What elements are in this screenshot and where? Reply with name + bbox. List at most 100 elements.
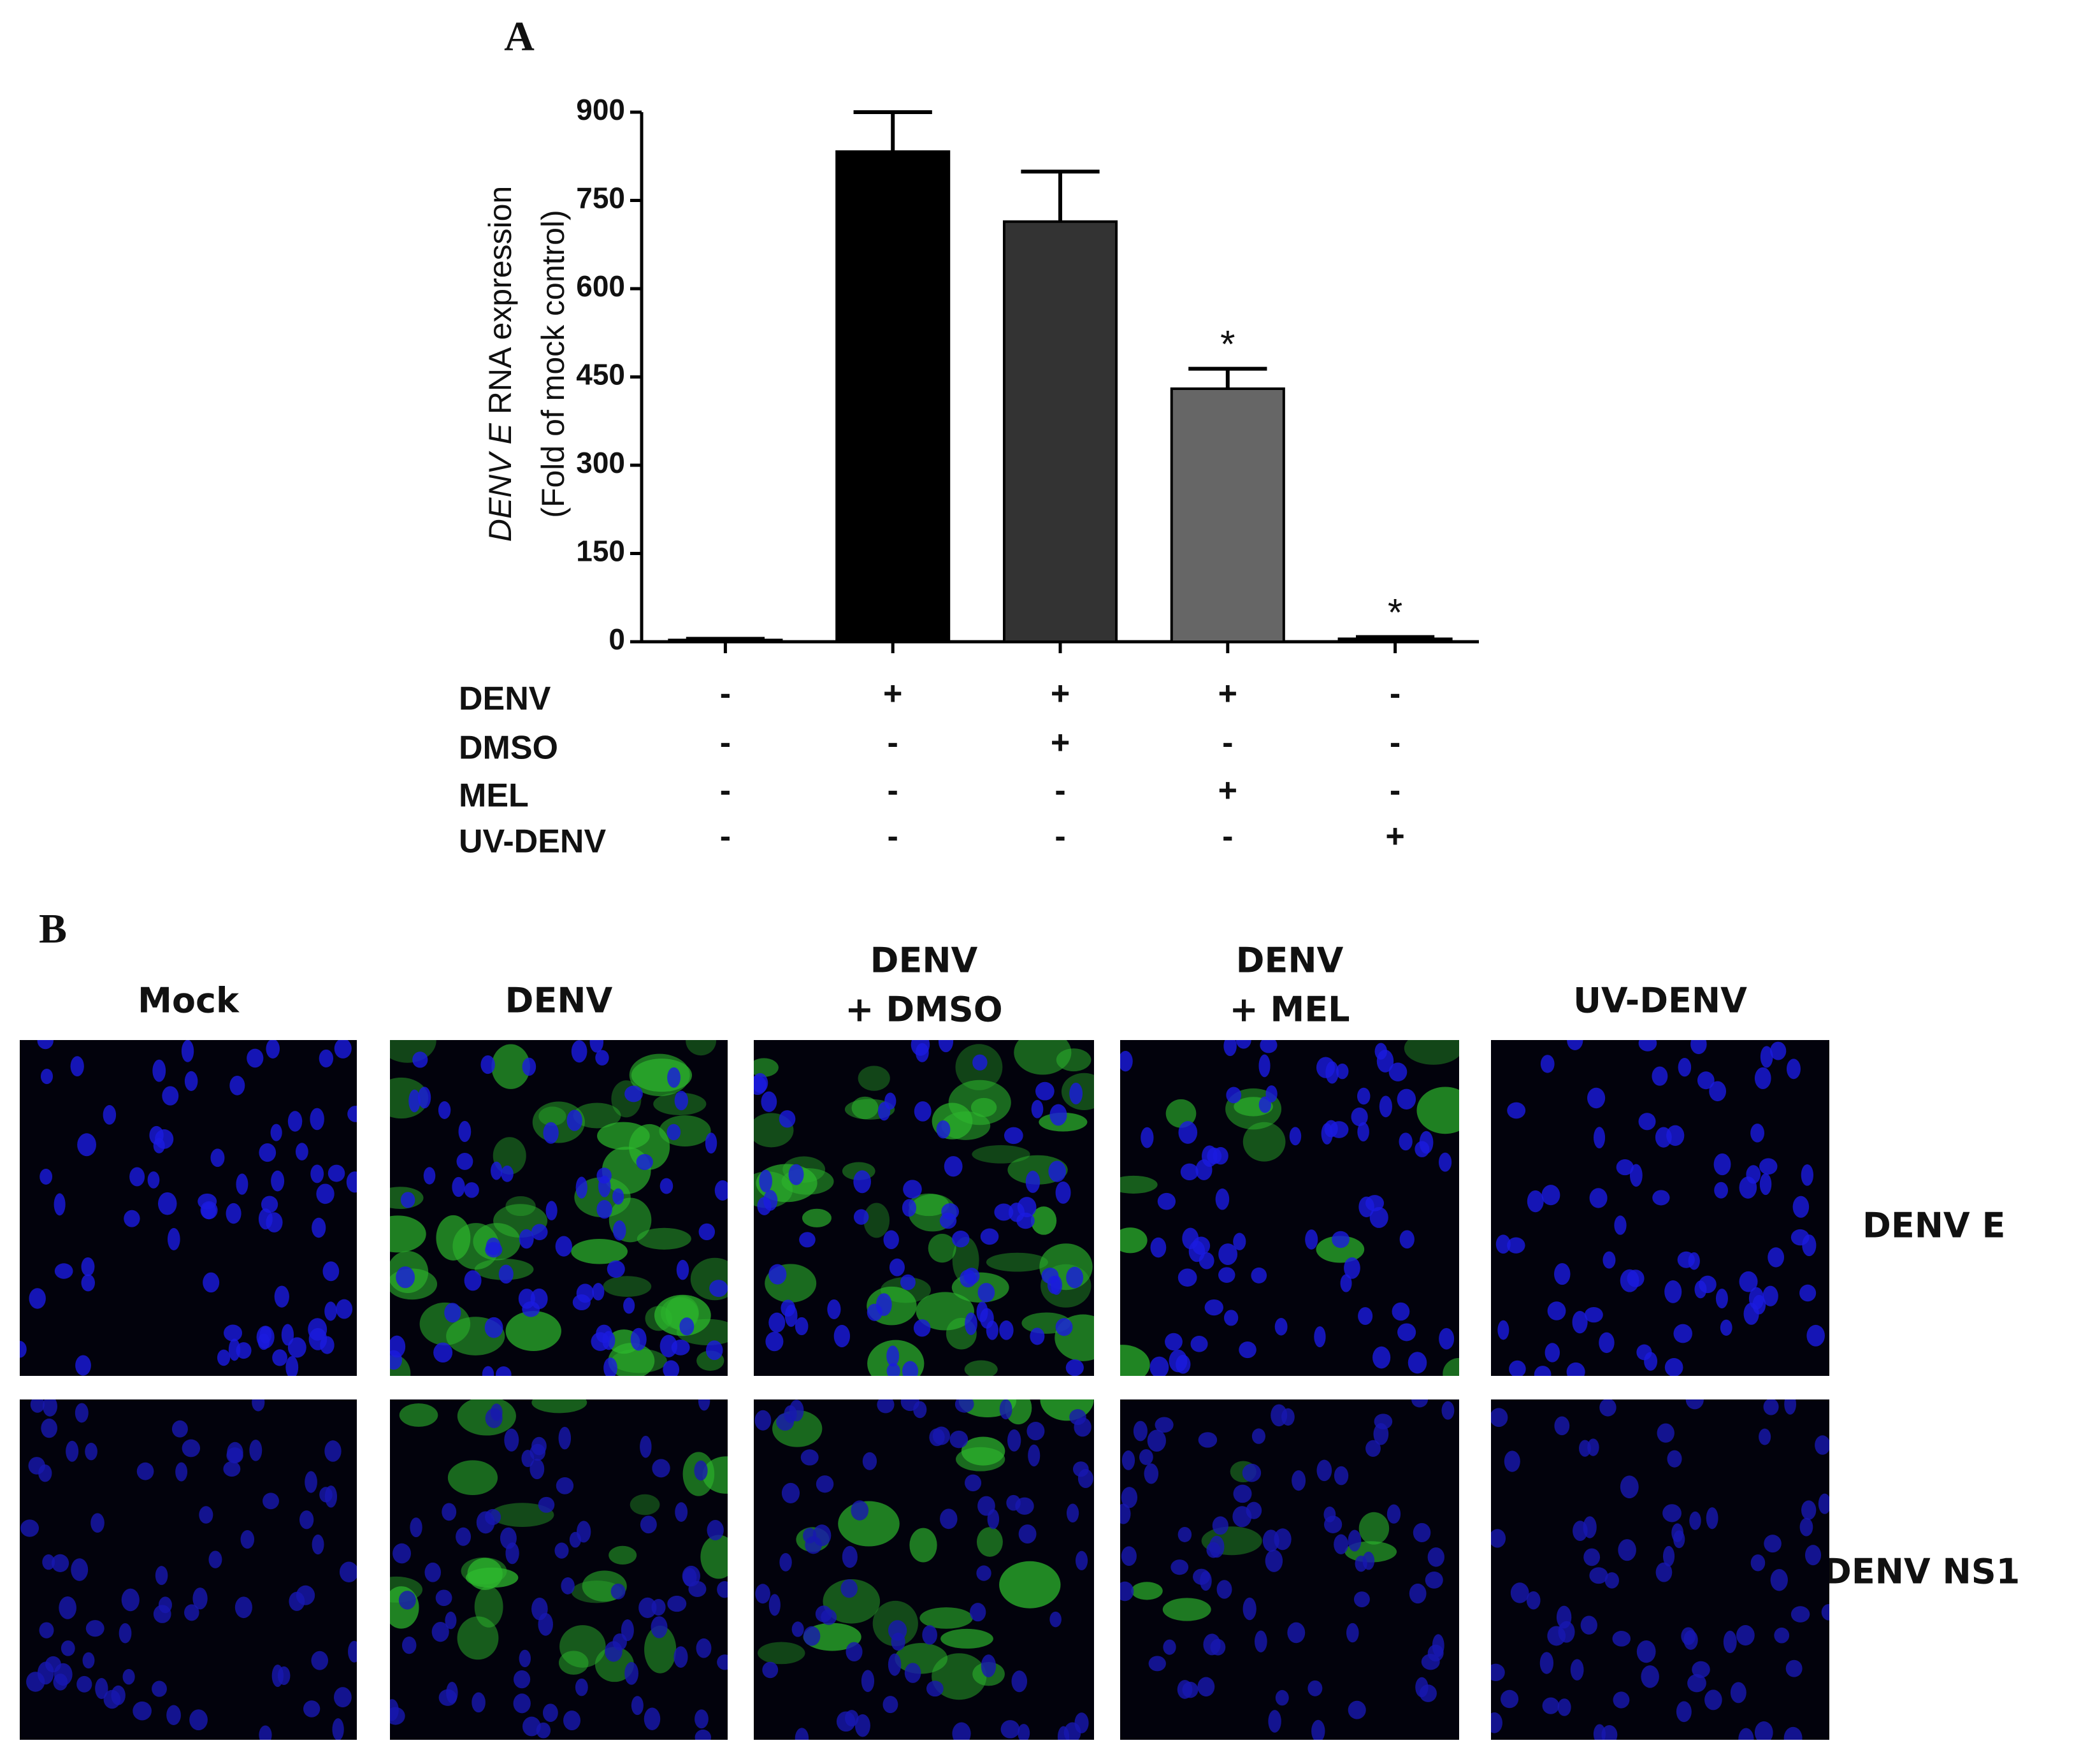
nucleus	[667, 1067, 681, 1088]
column-label: Mock	[138, 981, 240, 1021]
nucleus	[1357, 1122, 1369, 1142]
green-signal	[976, 1527, 1003, 1557]
nucleus	[1031, 1099, 1044, 1118]
micrograph-content	[754, 1399, 1094, 1740]
green-signal	[881, 1276, 932, 1303]
nucleus	[1334, 1534, 1349, 1554]
nucleus	[788, 1164, 804, 1185]
nucleus	[1170, 1559, 1189, 1575]
nucleus	[1177, 1268, 1197, 1287]
nucleus	[994, 1203, 1014, 1221]
nucleus	[456, 1527, 472, 1546]
nucleus	[1587, 1438, 1599, 1456]
nucleus	[247, 1048, 264, 1068]
nucleus	[433, 1342, 453, 1363]
nucleus	[1305, 1229, 1318, 1250]
nucleus	[761, 1091, 777, 1113]
nucleus	[1618, 1539, 1636, 1561]
nucleus	[1739, 1271, 1758, 1292]
nucleus	[1348, 1700, 1366, 1719]
nucleus	[1815, 1435, 1829, 1455]
nucleus	[709, 1280, 728, 1298]
nucleus	[1652, 1190, 1670, 1206]
nucleus	[1271, 1404, 1288, 1427]
green-signal	[940, 1628, 993, 1649]
nucleus	[346, 1171, 357, 1193]
nucleus	[1580, 1616, 1597, 1635]
nucleus	[296, 1585, 315, 1605]
nucleus	[240, 1530, 255, 1549]
nucleus	[1754, 1067, 1771, 1090]
nucleus	[119, 1623, 132, 1644]
nucleus	[877, 1399, 895, 1413]
nucleus	[274, 1285, 289, 1308]
row-label: DENV E	[1862, 1206, 2005, 1246]
nucleus	[883, 1230, 899, 1250]
nucleus	[543, 1122, 559, 1144]
nucleus	[827, 1299, 841, 1319]
nucleus	[566, 1110, 582, 1131]
condition-symbol: +	[1218, 772, 1237, 809]
nucleus	[698, 1399, 710, 1411]
nucleus	[303, 1700, 320, 1717]
nucleus	[53, 1674, 68, 1691]
nucleus	[1497, 1320, 1509, 1340]
nucleus	[1055, 1318, 1073, 1336]
nucleus	[1539, 1652, 1554, 1674]
nucleus	[636, 1153, 653, 1170]
nucleus	[70, 1056, 84, 1077]
nucleus	[612, 1220, 626, 1241]
nucleus	[1709, 1081, 1727, 1102]
nucleus	[1730, 1682, 1746, 1703]
y-axis-label: (Fold of mock control)	[535, 210, 571, 517]
nucleus	[1275, 1689, 1289, 1706]
nucleus	[37, 1040, 54, 1050]
nucleus	[1567, 1040, 1583, 1050]
nucleus	[400, 1192, 415, 1208]
nucleus	[1149, 1356, 1169, 1376]
nucleus	[322, 1261, 340, 1282]
nucleus	[659, 1178, 673, 1194]
nucleus	[1673, 1324, 1692, 1343]
nucleus	[498, 1264, 514, 1284]
micrograph	[754, 1040, 1094, 1376]
y-tick-label: 0	[609, 623, 625, 656]
nucleus	[103, 1105, 117, 1125]
nucleus	[556, 1477, 574, 1494]
nucleus	[444, 1303, 461, 1323]
nucleus	[1218, 1267, 1235, 1283]
nucleus	[1439, 1327, 1455, 1350]
nucleus	[1687, 1674, 1706, 1693]
nucleus	[1049, 1104, 1067, 1126]
nucleus	[1573, 1521, 1588, 1542]
nucleus	[259, 1143, 277, 1162]
nucleus	[54, 1193, 66, 1216]
nucleus	[316, 1183, 335, 1204]
column-label: UV-DENV	[1573, 981, 1747, 1021]
nucleus	[522, 1301, 540, 1317]
nucleus	[1818, 1493, 1829, 1514]
nucleus	[158, 1596, 172, 1614]
nucleus	[1203, 1633, 1221, 1656]
green-signal	[597, 1122, 650, 1150]
nucleus	[1157, 1192, 1176, 1210]
nucleus	[310, 1164, 324, 1183]
nucleus	[1332, 1231, 1350, 1248]
nucleus	[1048, 1160, 1066, 1182]
y-tick-label: 900	[576, 93, 625, 126]
nucleus	[210, 1148, 225, 1168]
nucleus	[1028, 1444, 1041, 1467]
nucleus	[1255, 1630, 1267, 1652]
condition-symbol: +	[1218, 676, 1237, 712]
nucleus	[390, 1707, 405, 1725]
nucleus	[1260, 1040, 1278, 1053]
nucleus	[1066, 1503, 1079, 1523]
nucleus	[1018, 1524, 1037, 1544]
green-signal	[594, 1647, 634, 1682]
green-signal	[970, 1097, 997, 1117]
nucleus	[889, 1258, 905, 1276]
nucleus	[82, 1652, 95, 1669]
green-signal	[558, 1651, 589, 1675]
micrograph-content	[390, 1399, 728, 1740]
